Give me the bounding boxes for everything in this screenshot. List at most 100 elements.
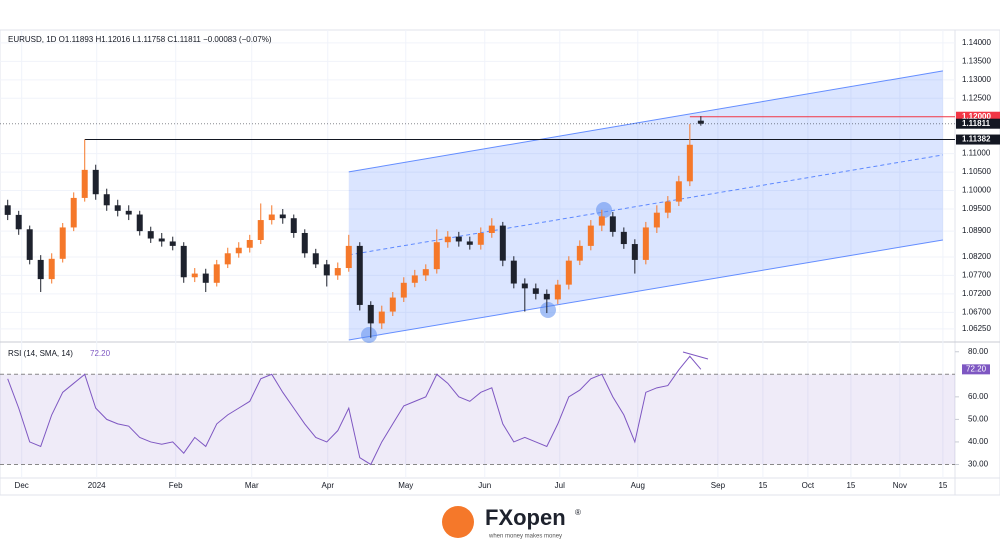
- y-tick-label: 1.10000: [962, 186, 991, 195]
- candle-body: [477, 232, 484, 245]
- x-tick-label: Jun: [478, 481, 491, 490]
- candle-body: [367, 304, 374, 324]
- divergence-line: [682, 351, 709, 360]
- candle-body: [114, 205, 121, 211]
- x-tick-label: Nov: [893, 481, 907, 490]
- highlight: [596, 202, 612, 218]
- chart-frame: [0, 29, 1000, 496]
- candle-body: [686, 144, 693, 182]
- candle-body: [664, 201, 671, 213]
- logo-brand: FXopen: [485, 505, 566, 530]
- candle-body: [147, 231, 154, 239]
- candle-body: [422, 269, 429, 276]
- candle-body: [169, 241, 176, 246]
- candle-body: [246, 239, 253, 248]
- y-tick-label: 1.11000: [962, 149, 991, 158]
- candle-body: [301, 232, 308, 254]
- x-tick-label: Oct: [802, 481, 815, 490]
- x-tick-label: Mar: [245, 481, 259, 490]
- candle-body: [576, 245, 583, 261]
- y-tick-label: 1.10500: [962, 167, 991, 176]
- rsi-last-label: 72.20: [966, 364, 987, 373]
- candle-body: [521, 283, 528, 289]
- y-tick-label: 1.14000: [962, 38, 991, 47]
- rsi-tick-label: 50.00: [968, 414, 989, 423]
- x-tick-label: 15: [758, 481, 767, 490]
- rsi-last-box: [962, 364, 990, 375]
- candle-body: [543, 293, 550, 300]
- channel-upper: [348, 70, 943, 173]
- y-tick-label: 1.12500: [962, 93, 991, 102]
- candle-body: [653, 212, 660, 228]
- candle-body: [15, 214, 22, 230]
- rsi-tick-label: 30.00: [968, 460, 989, 469]
- rsi-tick-label: 40.00: [968, 437, 989, 446]
- candle-body: [224, 253, 231, 265]
- y-tick-label: 1.13000: [962, 75, 991, 84]
- candle-body: [268, 214, 275, 221]
- candle-body: [202, 273, 209, 283]
- candle-body: [389, 297, 396, 312]
- rsi-tick-label: 60.00: [968, 392, 989, 401]
- price-label-box: [956, 118, 1000, 129]
- candle-body: [631, 244, 638, 260]
- rsi-tick-label: 80.00: [968, 347, 989, 356]
- candle-body: [37, 259, 44, 280]
- x-tick-label: Jul: [555, 481, 565, 490]
- rsi-title: RSI (14, SMA, 14): [8, 349, 73, 358]
- candle-body: [532, 288, 539, 294]
- candle-body: [609, 216, 616, 232]
- highlight: [361, 327, 377, 343]
- y-tick-label: 1.07200: [962, 289, 991, 298]
- candle-body: [4, 205, 11, 215]
- y-tick-label: 1.06250: [962, 324, 991, 333]
- candle-body: [488, 225, 495, 233]
- x-tick-label: Feb: [169, 481, 183, 490]
- x-tick-label: Sep: [711, 481, 726, 490]
- candle-body: [279, 214, 286, 219]
- logo-mark: ®: [575, 508, 581, 517]
- price-label-box: [956, 134, 1000, 145]
- price-label: 1.11811: [962, 119, 991, 128]
- header: EURUSD, 1D O1.11893 H1.12016 L1.11758 C1…: [8, 35, 272, 44]
- logo-icon: [442, 506, 474, 538]
- x-tick-label: Apr: [322, 481, 335, 490]
- candle-body: [70, 197, 77, 228]
- candle-body: [334, 268, 341, 276]
- candle-body: [345, 245, 352, 269]
- candle-body: [191, 273, 198, 278]
- logo: FXopen ® when money makes money: [442, 505, 581, 540]
- candle-body: [620, 231, 627, 245]
- candle-body: [433, 242, 440, 270]
- candle-body: [356, 245, 363, 305]
- candle-body: [697, 120, 704, 124]
- logo-tagline: when money makes money: [488, 534, 562, 540]
- highlight: [540, 302, 556, 318]
- candle-body: [565, 260, 572, 285]
- x-tick-label: Dec: [15, 481, 29, 490]
- x-tick-label: 2024: [88, 481, 106, 490]
- candle-body: [290, 218, 297, 233]
- candle-body: [378, 311, 385, 324]
- candle-body: [510, 260, 517, 284]
- candle-body: [642, 227, 649, 260]
- candle-body: [136, 214, 143, 232]
- candle-body: [598, 216, 605, 226]
- candle-body: [499, 225, 506, 261]
- x-tick-label: Aug: [631, 481, 645, 490]
- candle-body: [411, 275, 418, 283]
- candle-body: [444, 236, 451, 243]
- rsi-line: [7, 355, 702, 466]
- y-tick-label: 1.09500: [962, 204, 991, 213]
- price-label: 1.11382: [962, 135, 991, 144]
- candle-body: [103, 194, 110, 206]
- candle-body: [48, 258, 55, 280]
- price-label-box: [956, 111, 1000, 122]
- x-tick-label: 15: [938, 481, 947, 490]
- candle-body: [323, 264, 330, 276]
- candle-body: [180, 245, 187, 278]
- candle-body: [235, 247, 242, 254]
- candle-body: [125, 210, 132, 215]
- candle-body: [587, 225, 594, 246]
- candle-body: [26, 229, 33, 260]
